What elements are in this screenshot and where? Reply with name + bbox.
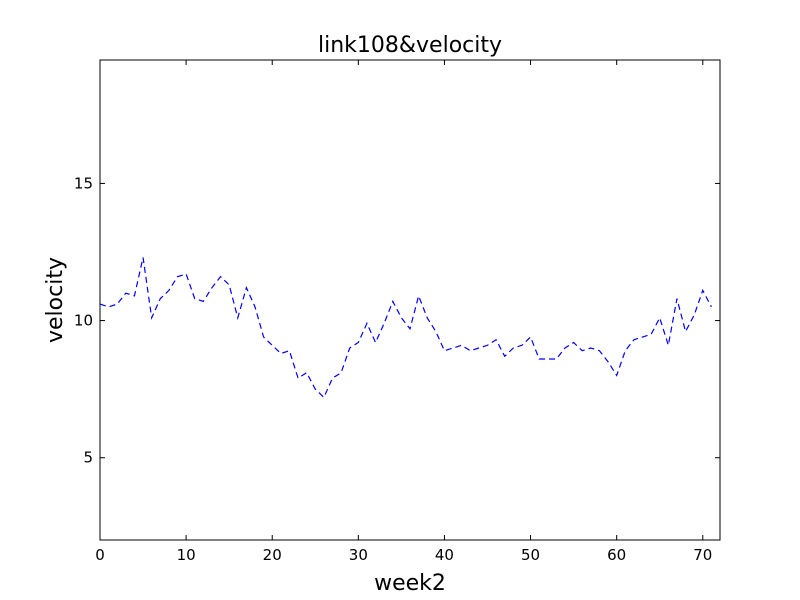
x-tick-label: 50 bbox=[521, 546, 540, 564]
x-tick-label: 40 bbox=[435, 546, 454, 564]
y-tick-label: 10 bbox=[74, 312, 93, 330]
x-tick-label: 20 bbox=[263, 546, 282, 564]
y-axis-ticks: 5 10 15 bbox=[74, 174, 720, 467]
x-axis-label: week2 bbox=[374, 571, 446, 596]
x-axis-ticks: 0 10 20 30 40 50 60 70 bbox=[95, 60, 712, 564]
x-tick-label: 30 bbox=[349, 546, 368, 564]
chart-title: link108&velocity bbox=[318, 33, 502, 58]
y-tick-label: 15 bbox=[74, 174, 93, 192]
x-tick-label: 0 bbox=[95, 546, 105, 564]
plot-area bbox=[99, 257, 712, 399]
x-tick-label: 60 bbox=[607, 546, 626, 564]
y-axis-label: velocity bbox=[43, 257, 68, 343]
x-tick-label: 10 bbox=[177, 546, 196, 564]
series-line-0 bbox=[99, 257, 712, 399]
plot-frame bbox=[99, 59, 721, 541]
y-tick-label: 5 bbox=[83, 449, 93, 467]
x-tick-label: 70 bbox=[693, 546, 712, 564]
